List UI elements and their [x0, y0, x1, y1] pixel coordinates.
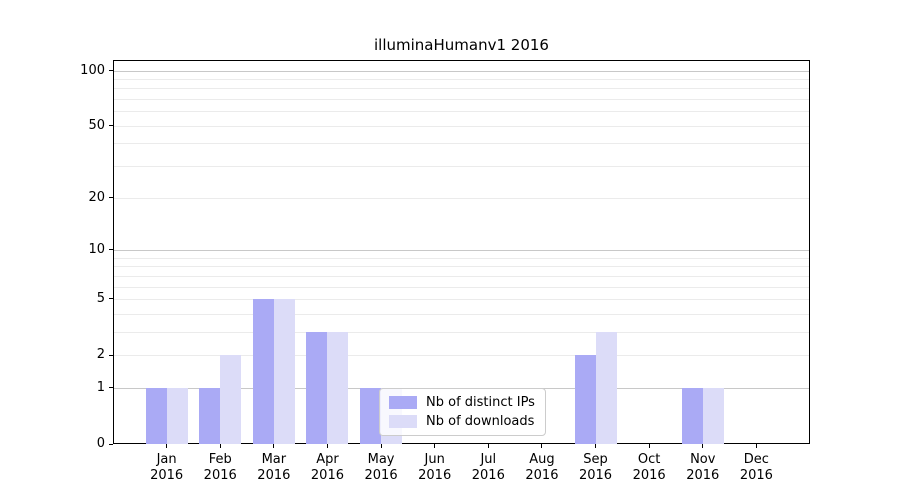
- gridline-major: [114, 70, 809, 72]
- gridline-minor: [114, 355, 809, 357]
- y-tick-label: 5: [96, 290, 105, 306]
- bar: [360, 387, 382, 444]
- y-tick-label: 1: [96, 379, 105, 395]
- bar: [273, 298, 295, 444]
- y-tick: [109, 70, 113, 71]
- x-tick-label: Mar 2016: [257, 452, 291, 483]
- y-tick: [109, 443, 113, 445]
- bar: [574, 355, 596, 444]
- x-tick: [702, 444, 704, 448]
- bar: [595, 331, 617, 444]
- x-tick: [380, 444, 382, 448]
- y-tick-label: 100: [80, 62, 105, 78]
- legend-swatch-distinct-ips: [389, 396, 417, 410]
- gridline-minor: [114, 143, 809, 145]
- y-tick-label: 2: [96, 347, 105, 363]
- x-tick-label: Oct 2016: [632, 452, 666, 483]
- y-tick-label: 10: [88, 241, 105, 257]
- legend: Nb of distinct IPs Nb of downloads: [379, 388, 546, 436]
- gridline-minor: [114, 125, 809, 127]
- gridline-major: [114, 249, 809, 251]
- bar: [145, 387, 167, 444]
- bar: [306, 331, 328, 444]
- x-tick: [487, 444, 489, 448]
- y-tick-label: 50: [88, 117, 105, 133]
- gridline-minor: [114, 111, 809, 113]
- gridline-minor: [114, 197, 809, 199]
- x-tick: [648, 444, 650, 448]
- gridline-minor: [114, 88, 809, 90]
- x-tick: [273, 444, 275, 448]
- x-tick: [755, 444, 757, 448]
- gridline-minor: [114, 166, 809, 168]
- x-tick: [434, 444, 436, 448]
- legend-swatch-downloads: [389, 414, 417, 428]
- y-tick-label: 20: [88, 189, 105, 205]
- bar: [220, 355, 242, 444]
- x-tick: [166, 444, 168, 448]
- y-tick: [109, 298, 113, 300]
- x-tick-label: Feb 2016: [203, 452, 237, 483]
- legend-item-downloads: Nb of downloads: [389, 414, 536, 429]
- gridline-minor: [114, 78, 809, 80]
- gridline-minor: [114, 275, 809, 277]
- x-tick: [541, 444, 543, 448]
- y-tick-label: 0: [96, 436, 105, 451]
- y-tick: [109, 197, 113, 199]
- x-tick-label: Aug 2016: [525, 452, 559, 483]
- y-tick: [109, 387, 113, 389]
- x-tick-label: Sep 2016: [578, 452, 613, 483]
- x-tick: [219, 444, 221, 448]
- bar: [199, 387, 221, 444]
- gridline-minor: [114, 331, 809, 333]
- x-tick: [595, 444, 597, 448]
- gridline-minor: [114, 286, 809, 288]
- legend-item-distinct-ips: Nb of distinct IPs: [389, 395, 536, 410]
- x-tick-label: Dec 2016: [739, 452, 773, 483]
- bar: [252, 298, 274, 444]
- x-tick-label: Jun 2016: [418, 452, 452, 483]
- x-tick-label: Nov 2016: [686, 452, 720, 483]
- y-tick: [109, 125, 113, 127]
- bar: [702, 387, 724, 444]
- gridline-minor: [114, 257, 809, 259]
- gridline-minor: [114, 298, 809, 300]
- bar: [681, 387, 703, 444]
- gridline-minor: [114, 266, 809, 268]
- gridline-minor: [114, 99, 809, 101]
- plot-area: [113, 60, 810, 444]
- bar: [327, 331, 349, 444]
- x-tick-label: Jan 2016: [150, 452, 184, 483]
- y-tick: [109, 249, 113, 251]
- legend-label: Nb of distinct IPs: [426, 395, 535, 411]
- gridline-minor: [114, 313, 809, 315]
- x-tick: [326, 444, 328, 448]
- x-tick-label: Jul 2016: [471, 452, 505, 483]
- y-tick: [109, 354, 113, 356]
- bar: [166, 387, 188, 444]
- x-tick-label: May 2016: [364, 452, 398, 483]
- x-tick-label: Apr 2016: [310, 452, 344, 483]
- legend-label: Nb of downloads: [426, 413, 535, 429]
- chart-title: illuminaHumanv1 2016: [374, 36, 549, 54]
